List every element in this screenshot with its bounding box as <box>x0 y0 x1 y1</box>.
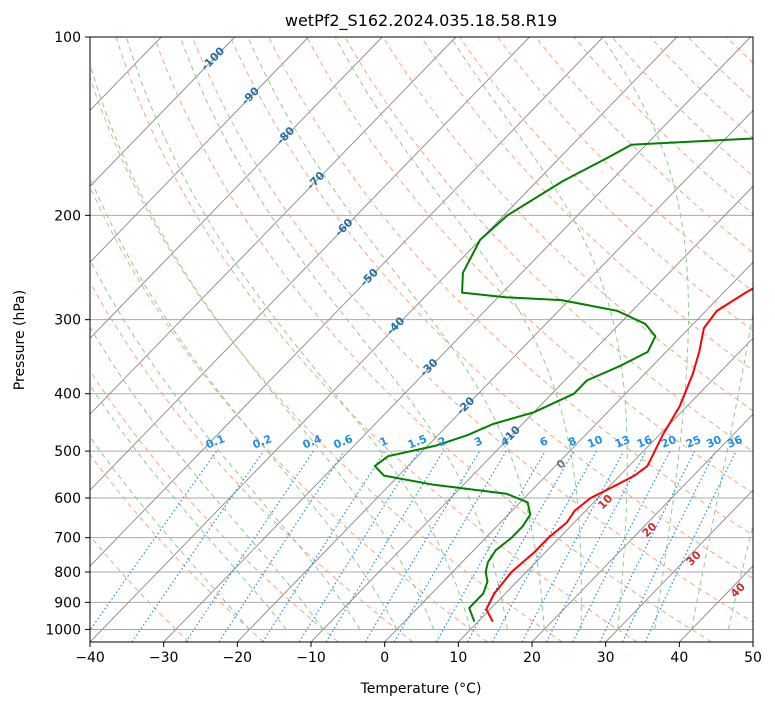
moist-adiabat-line <box>602 37 689 630</box>
dry-adiabat-line <box>268 37 753 536</box>
mixing-ratio-label: 25 <box>684 433 703 451</box>
mixing-ratio-label: 10 <box>586 433 605 451</box>
isotherm-line <box>90 37 530 491</box>
x-tick-label: 30 <box>597 650 615 666</box>
isotherm-line <box>90 37 309 263</box>
dewpoint-line <box>373 137 753 622</box>
chart-title: wetPf2_S162.2024.035.18.58.R19 <box>285 11 557 31</box>
dry-adiabat-line <box>115 37 638 642</box>
moist-adiabat-line <box>90 176 398 630</box>
isotherm-line <box>90 37 604 567</box>
mixing-ratio-label: 13 <box>613 433 632 451</box>
mixing-ratio-label: 8 <box>566 434 578 449</box>
data-series <box>373 137 753 623</box>
mixing-ratio-label: 16 <box>635 433 654 451</box>
plot-frame <box>89 36 754 643</box>
mixing-ratio-line <box>466 450 575 642</box>
moist-adiabat-line <box>90 436 250 630</box>
mixing-ratio-line <box>90 450 218 632</box>
mixing-ratio-line <box>521 450 625 642</box>
moist-adiabat-line <box>90 62 435 630</box>
axis-ticks: −40 −30 −20 −10 0 10 20 30 40 50 1000 900 800 700 600 5… <box>45 30 762 666</box>
x-tick-label: 20 <box>523 650 541 666</box>
dry-adiabat-line <box>90 185 488 642</box>
isotherm-line <box>458 337 753 642</box>
y-tick-label: 700 <box>54 531 81 547</box>
isotherm-line <box>90 37 457 415</box>
mixing-ratio-label: 36 <box>725 433 744 451</box>
isotherm-line <box>384 261 753 642</box>
mixing-ratio-line <box>262 450 386 642</box>
mixing-ratio-label: 30 <box>704 433 723 451</box>
y-tick-label: 600 <box>54 491 81 507</box>
dry-adiabat-line <box>191 37 753 623</box>
temperature-line <box>485 287 753 623</box>
mixing-ratio-line <box>491 450 597 642</box>
mixing-ratio-line <box>131 450 265 642</box>
y-tick-label: 400 <box>54 387 81 403</box>
x-tick-label: 0 <box>380 650 389 666</box>
y-tick-label: 1000 <box>45 622 81 638</box>
mixing-ratio-label: 20 <box>659 433 678 451</box>
x-tick-label: −20 <box>223 650 253 666</box>
dry-adiabat-line <box>497 37 753 293</box>
y-axis-label: Pressure (hPa) <box>12 290 28 390</box>
dry-adiabat-line <box>153 37 712 642</box>
mixing-ratio-line <box>218 450 345 642</box>
x-tick-label: 10 <box>449 650 467 666</box>
y-tick-label: 800 <box>54 565 81 581</box>
isotherm-line <box>90 37 236 187</box>
x-tick-label: −10 <box>296 650 326 666</box>
moist-adiabat-line <box>125 37 471 630</box>
mixing-ratio-line <box>185 450 314 642</box>
moist-adiabat-line <box>247 37 545 630</box>
isotherm-line <box>237 109 753 642</box>
dry-adiabat-line <box>230 37 753 579</box>
mixing-ratio-line <box>572 450 671 642</box>
y-tick-label: 100 <box>54 30 81 46</box>
mixing-ratio-label: 2 <box>436 434 448 449</box>
mixing-ratio-line <box>325 450 445 642</box>
y-tick-label: 300 <box>54 313 81 329</box>
x-tick-label: 50 <box>744 650 762 666</box>
moist-adiabat-line <box>179 37 508 630</box>
isotherm-line <box>531 413 753 642</box>
dry-adiabat-line <box>90 369 339 642</box>
isotherm-line <box>163 37 751 642</box>
y-tick-label: 500 <box>54 444 81 460</box>
mixing-ratio-line <box>599 450 696 642</box>
y-tick-label: 200 <box>54 208 81 224</box>
x-axis-label: Temperature (°C) <box>360 681 482 697</box>
dry-adiabat-line <box>382 37 753 412</box>
moist-adiabat-line <box>90 259 361 630</box>
dry-adiabat-line <box>90 75 563 642</box>
isotherm-line <box>605 489 753 642</box>
moist-adiabat-line <box>450 37 628 630</box>
isotherm-line <box>90 37 678 642</box>
y-tick-label: 900 <box>54 595 81 611</box>
mixing-ratio-label: 1 <box>378 434 390 449</box>
mixing-ratio-label: 3 <box>472 434 484 449</box>
dry-adiabat-line <box>90 281 414 642</box>
moist-adiabat-line <box>334 37 582 630</box>
background-lines <box>90 37 753 642</box>
x-tick-label: 40 <box>670 650 688 666</box>
isotherm-line <box>90 37 383 339</box>
x-tick-label: −30 <box>149 650 179 666</box>
x-tick-label: −40 <box>75 650 105 666</box>
dry-adiabat-line <box>306 37 753 494</box>
moist-adiabat-line <box>691 309 753 630</box>
